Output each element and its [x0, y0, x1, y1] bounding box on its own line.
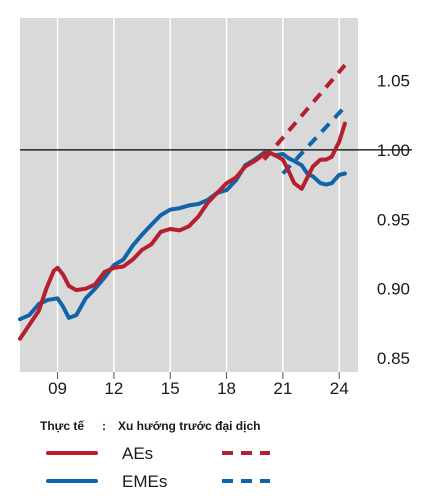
y-tick-label-0-85: 0.85 [377, 349, 410, 368]
series-aes-actual-line [18, 121, 347, 341]
legend-header-actual: Thực tế [40, 419, 84, 433]
legend: Thực tế : Xu hướng trước đại dịch AEs EM… [40, 419, 270, 491]
x-tick-label-24: 24 [330, 379, 349, 398]
series-layer [18, 63, 347, 341]
x-tick-label-15: 15 [161, 379, 180, 398]
x-tick-label-18: 18 [217, 379, 236, 398]
series-aes-trend-line [262, 63, 347, 161]
plot-area [18, 18, 412, 372]
legend-header-trend: Xu hướng trước đại dịch [118, 419, 260, 433]
series-emes-actual-line [18, 150, 347, 322]
y-axis: 0.85 0.90 0.95 1.00 1.05 [377, 71, 410, 368]
y-tick-label-1-05: 1.05 [377, 71, 410, 90]
x-tick-label-12: 12 [104, 379, 123, 398]
legend-emes-label: EMEs [122, 472, 167, 491]
y-tick-label-0-95: 0.95 [377, 210, 410, 229]
y-tick-label-1-00: 1.00 [377, 141, 410, 160]
x-axis: 09 12 15 18 21 24 [48, 372, 349, 398]
series-emes-trend-line [281, 105, 347, 175]
gridlines [56, 18, 340, 372]
x-tick-label-09: 09 [48, 379, 67, 398]
legend-header-separator: : [102, 419, 106, 433]
y-tick-label-0-90: 0.90 [377, 280, 410, 299]
x-tick-label-21: 21 [273, 379, 292, 398]
legend-aes-label: AEs [122, 444, 153, 463]
